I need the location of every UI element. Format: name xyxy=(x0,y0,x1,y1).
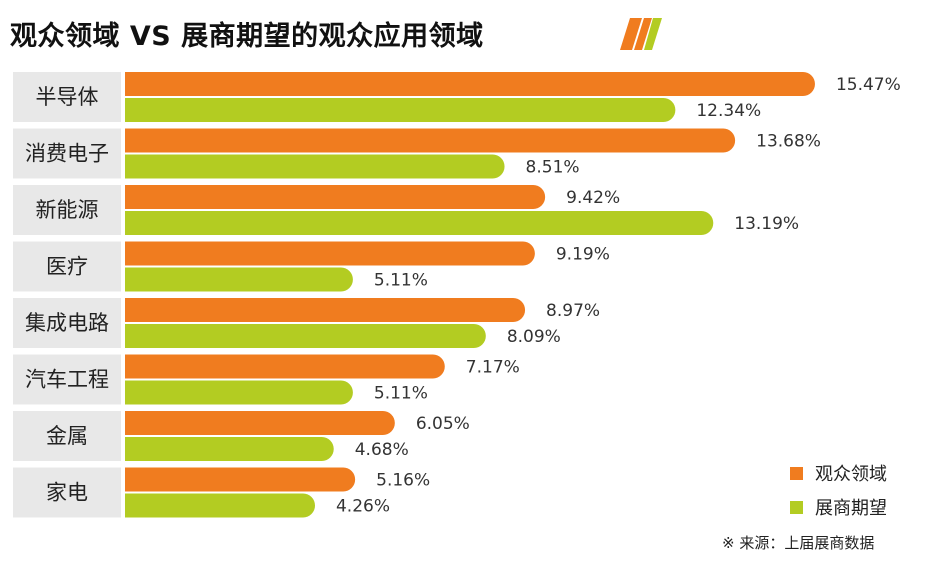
category-label-bg xyxy=(13,128,121,179)
category-label-bg xyxy=(13,72,121,122)
bar-exhibitor xyxy=(125,324,486,348)
source-note: ※ 来源：上届展商数据 xyxy=(722,534,875,552)
data-label-exhibitor: 4.26% xyxy=(336,497,390,517)
data-label-audience: 9.19% xyxy=(556,245,610,265)
category-label-bg xyxy=(13,185,121,235)
legend-label-exhibitor: 展商期望 xyxy=(815,498,887,519)
category-label: 金属 xyxy=(46,424,88,448)
category-label-bg xyxy=(13,467,121,518)
legend: 观众领域 展商期望 xyxy=(790,462,887,530)
data-label-audience: 8.97% xyxy=(546,301,600,321)
data-label-exhibitor: 5.11% xyxy=(374,271,428,291)
data-label-exhibitor: 13.19% xyxy=(734,214,799,234)
data-label-audience: 6.05% xyxy=(416,414,470,434)
category-label-bg xyxy=(13,411,121,461)
legend-item-audience: 观众领域 xyxy=(790,462,887,485)
data-label-exhibitor: 5.11% xyxy=(374,384,428,404)
legend-item-exhibitor: 展商期望 xyxy=(790,496,887,519)
category-label-bg xyxy=(13,241,121,292)
data-label-audience: 7.17% xyxy=(466,358,520,378)
category-label: 新能源 xyxy=(36,198,99,222)
data-label-audience: 9.42% xyxy=(566,188,620,208)
bar-audience xyxy=(125,467,356,492)
category-label-bg xyxy=(13,354,121,405)
legend-swatch-audience xyxy=(790,466,803,480)
data-label-audience: 13.68% xyxy=(756,132,821,152)
bar-exhibitor xyxy=(125,154,505,179)
category-label: 消费电子 xyxy=(25,142,109,166)
category-label: 汽车工程 xyxy=(25,368,109,392)
bar-audience xyxy=(125,298,526,322)
bar-audience xyxy=(125,128,736,153)
bar-audience xyxy=(125,72,815,96)
data-label-exhibitor: 12.34% xyxy=(696,101,761,121)
bar-audience xyxy=(125,241,535,266)
title-decoration-icon xyxy=(620,18,662,50)
bar-exhibitor xyxy=(125,380,353,405)
bar-audience xyxy=(125,354,445,379)
legend-swatch-exhibitor xyxy=(790,500,803,514)
category-label: 半导体 xyxy=(36,85,99,109)
bar-exhibitor xyxy=(125,267,353,292)
bar-exhibitor xyxy=(125,211,714,235)
chart-title: 观众领域 VS 展商期望的观众应用领域 xyxy=(10,21,484,52)
bar-exhibitor xyxy=(125,98,676,122)
category-label-bg xyxy=(13,298,121,348)
data-label-exhibitor: 8.09% xyxy=(507,327,561,347)
category-label: 集成电路 xyxy=(25,311,109,335)
category-label: 医疗 xyxy=(46,255,88,279)
bar-exhibitor xyxy=(125,437,334,461)
data-label-audience: 5.16% xyxy=(376,471,430,491)
category-label: 家电 xyxy=(46,481,88,505)
data-label-exhibitor: 8.51% xyxy=(526,158,580,178)
bar-exhibitor xyxy=(125,493,315,518)
legend-label-audience: 观众领域 xyxy=(815,464,887,485)
data-label-audience: 15.47% xyxy=(836,75,901,95)
bar-audience xyxy=(125,185,546,209)
bar-audience xyxy=(125,411,395,435)
data-label-exhibitor: 4.68% xyxy=(355,440,409,460)
